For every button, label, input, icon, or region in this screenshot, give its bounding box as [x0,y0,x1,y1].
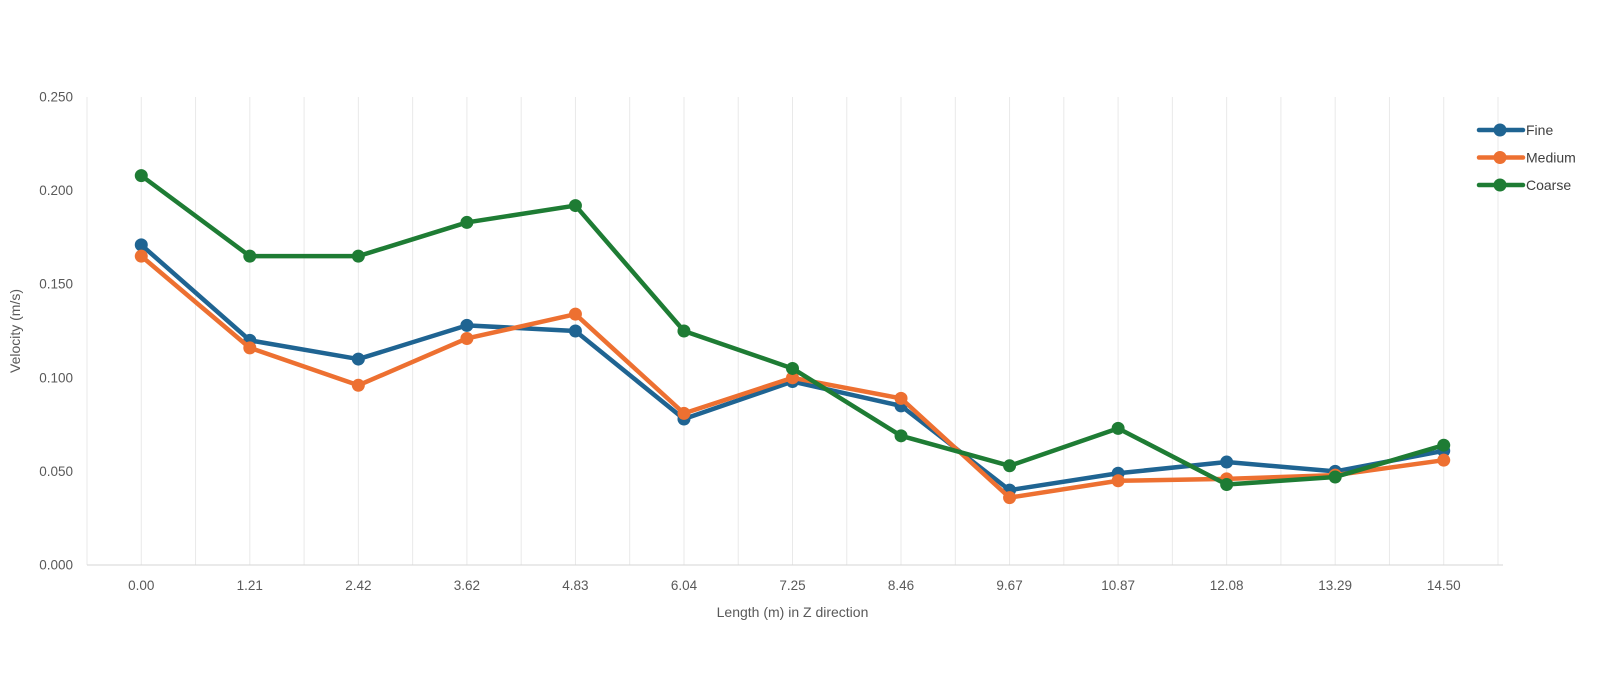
legend-label-medium: Medium [1526,150,1576,166]
y-tick-label: 0.050 [39,464,73,479]
series-point-medium [894,391,908,405]
y-axis-title: Velocity (m/s) [7,289,23,373]
series-point-coarse [894,429,908,443]
series-point-fine [460,318,474,332]
x-tick-label: 1.21 [237,578,263,593]
legend-label-coarse: Coarse [1526,177,1571,193]
x-tick-label: 14.50 [1427,578,1461,593]
series-point-medium [677,406,691,420]
x-axis-title: Length (m) in Z direction [717,604,869,620]
series-point-coarse [677,324,691,338]
series-point-coarse [1437,438,1451,452]
series-point-medium [1111,474,1125,488]
x-tick-label: 13.29 [1318,578,1352,593]
y-tick-label: 0.150 [39,277,73,292]
series-point-medium [1003,491,1017,505]
series-point-medium [134,249,148,263]
series-point-coarse [134,169,148,183]
series-point-coarse [1220,478,1234,492]
legend-marker-dot-fine [1493,123,1507,137]
y-tick-label: 0.000 [39,558,73,573]
y-tick-label: 0.250 [39,90,73,105]
series-point-coarse [1111,421,1125,435]
series-point-coarse [460,215,474,229]
series-point-medium [243,341,257,355]
x-tick-label: 9.67 [996,578,1022,593]
x-tick-label: 3.62 [454,578,480,593]
legend-marker-dot-medium [1493,151,1507,164]
series-point-coarse [568,199,582,213]
series-point-coarse [1328,470,1342,484]
series-point-fine [568,324,582,338]
x-tick-label: 0.00 [128,578,154,593]
x-tick-label: 8.46 [888,578,914,593]
series-point-medium [568,307,582,321]
series-point-coarse [243,249,257,263]
legend-label-fine: Fine [1526,122,1553,138]
series-point-medium [351,378,365,392]
x-tick-label: 2.42 [345,578,371,593]
series-point-fine [1220,455,1234,469]
series-point-medium [786,371,799,385]
legend-marker-dot-coarse [1493,178,1507,192]
x-tick-label: 10.87 [1101,578,1135,593]
x-tick-label: 12.08 [1210,578,1244,593]
series-point-fine [351,352,365,366]
y-tick-label: 0.200 [39,183,73,198]
series-point-coarse [351,249,365,263]
series-point-coarse [786,361,799,375]
x-tick-label: 6.04 [671,578,698,593]
series-point-coarse [1003,459,1017,473]
series-point-medium [460,331,474,345]
y-tick-label: 0.100 [39,370,73,385]
series-point-fine [134,238,148,252]
x-tick-label: 4.83 [562,578,588,593]
x-tick-label: 7.25 [779,578,805,593]
series-point-medium [1437,453,1451,467]
